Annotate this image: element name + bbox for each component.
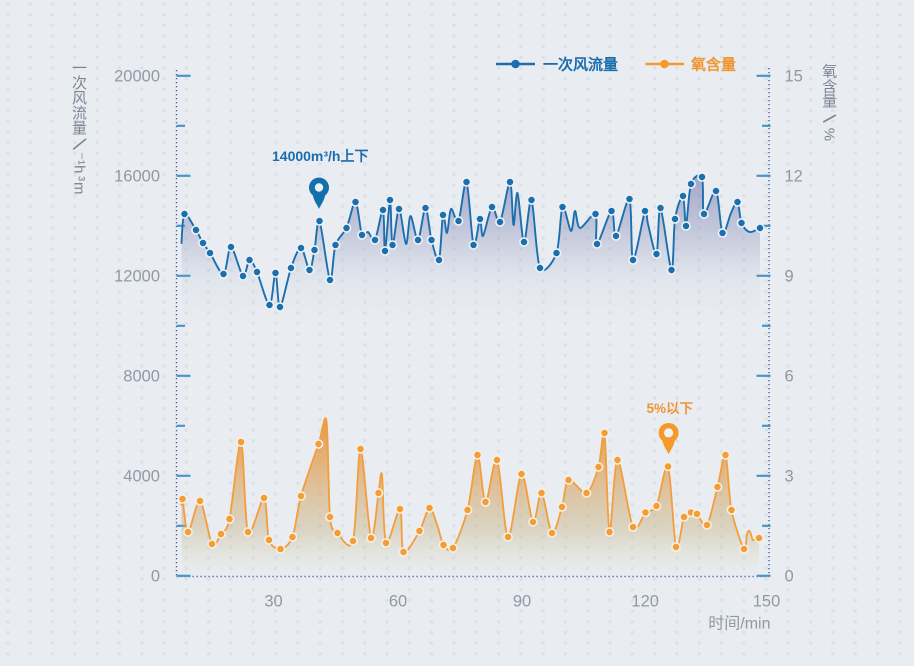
svg-text:⁻¹: ⁻¹ [70,152,87,165]
svg-text:一次风流量: 一次风流量 [543,56,618,74]
svg-text:h: h [70,165,87,173]
svg-text:³: ³ [70,176,87,181]
svg-text:9: 9 [785,268,794,286]
svg-text:流: 流 [72,105,87,122]
svg-text:90: 90 [513,593,531,611]
svg-text:量: 量 [822,93,837,110]
svg-text:氧: 氧 [822,64,837,81]
svg-text:m: m [70,182,87,195]
svg-text:含: 含 [822,78,837,95]
svg-text:%: % [820,128,837,141]
svg-text:150: 150 [753,593,781,611]
svg-text:3: 3 [785,468,794,486]
svg-text:量: 量 [72,120,87,137]
svg-text:14000m³/h上下: 14000m³/h上下 [272,148,368,164]
svg-text:时间/min: 时间/min [708,615,770,633]
svg-text:风: 风 [72,90,87,107]
svg-text:20000: 20000 [114,68,160,86]
svg-text:4000: 4000 [123,468,160,486]
svg-text:30: 30 [264,593,282,611]
svg-text:一: 一 [72,60,87,77]
svg-text:0: 0 [785,568,794,586]
svg-text:氧含量: 氧含量 [690,56,736,74]
svg-text:60: 60 [389,593,407,611]
svg-text:15: 15 [785,68,803,86]
svg-text:120: 120 [631,593,659,611]
svg-text:12000: 12000 [114,268,160,286]
svg-text:16000: 16000 [114,168,160,186]
svg-text:0: 0 [151,568,160,586]
svg-text:8000: 8000 [123,368,160,386]
svg-text:6: 6 [785,368,794,386]
svg-text:5%以下: 5%以下 [647,401,694,416]
svg-text:次: 次 [72,75,87,92]
svg-text:12: 12 [785,168,803,186]
